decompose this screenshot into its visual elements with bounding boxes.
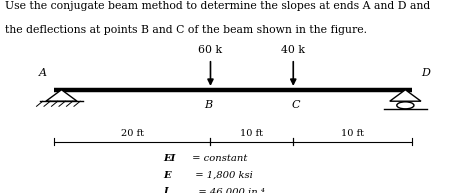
Text: = 46,000 in.⁴: = 46,000 in.⁴ — [189, 187, 265, 193]
Text: 20 ft: 20 ft — [121, 129, 144, 138]
Text: B: B — [204, 100, 212, 110]
Text: = constant: = constant — [189, 154, 247, 163]
Text: Use the conjugate beam method to determine the slopes at ends A and D and: Use the conjugate beam method to determi… — [5, 1, 430, 11]
Text: = 1,800 ksi: = 1,800 ksi — [189, 171, 253, 180]
Text: I: I — [163, 187, 168, 193]
Text: EI: EI — [163, 154, 175, 163]
Text: D: D — [421, 68, 429, 78]
Text: 10 ft: 10 ft — [240, 129, 263, 138]
Text: E: E — [163, 171, 171, 180]
Text: 10 ft: 10 ft — [341, 129, 364, 138]
Text: the deflections at points B and C of the beam shown in the figure.: the deflections at points B and C of the… — [5, 25, 367, 35]
Text: 60 k: 60 k — [198, 45, 223, 55]
Text: 40 k: 40 k — [281, 45, 305, 55]
Text: A: A — [39, 68, 46, 78]
Polygon shape — [46, 90, 77, 101]
Polygon shape — [390, 90, 421, 101]
Text: C: C — [291, 100, 300, 110]
